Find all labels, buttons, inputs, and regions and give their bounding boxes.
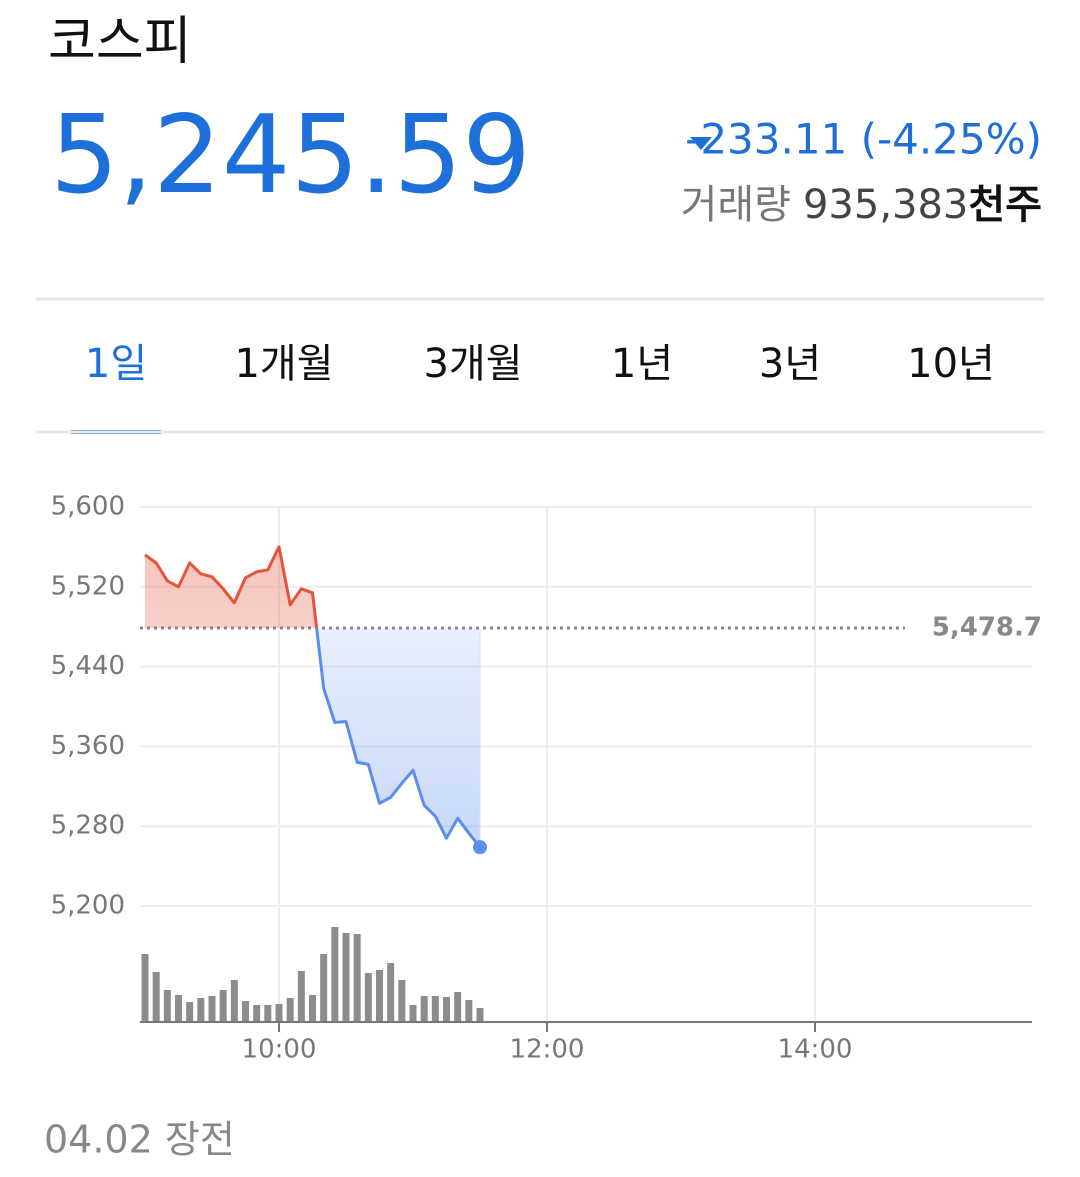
volume-bar (230, 980, 238, 1022)
tabs: 1일 1개월 3개월 1년 3년 10년 (71, 341, 995, 434)
y-tick-label: 5,440 (51, 651, 125, 681)
volume-bar (186, 1002, 194, 1022)
y-tick-label: 5,360 (51, 731, 125, 761)
tab[interactable]: 1개월 (234, 341, 333, 387)
volume-bar (476, 1008, 484, 1022)
area-down (145, 627, 480, 848)
volume-bar (443, 997, 450, 1022)
tab[interactable]: 1년 (611, 341, 673, 387)
x-tick-label: 10:00 (242, 1035, 317, 1065)
volume-bar (264, 1005, 272, 1022)
date: 04.02 장전 (44, 1118, 235, 1162)
baseline-label: 5,478.7 (932, 612, 1042, 642)
last-point (473, 840, 487, 855)
volume-bar (454, 992, 462, 1022)
volume-bar (331, 927, 339, 1022)
volume-bar (387, 963, 395, 1022)
volume-bar (275, 1004, 283, 1022)
volume-bar (409, 1005, 417, 1022)
volume-bar (286, 998, 294, 1022)
title: 코스피 (48, 12, 192, 72)
y-tick-label: 5,520 (51, 571, 125, 601)
volume-bar (398, 980, 406, 1022)
volume-bar (152, 972, 160, 1022)
down-arrow (690, 137, 712, 150)
volume-bar (253, 1005, 261, 1022)
volume-value: 935,383 (803, 182, 968, 228)
volume-bar (465, 1000, 473, 1022)
y-tick-label: 5,280 (51, 811, 125, 841)
change: -233.11 (-4.25%) (685, 115, 1042, 164)
volume-bar (353, 934, 361, 1022)
tab[interactable]: 3개월 (423, 341, 522, 387)
volume-bar (141, 954, 149, 1022)
x-tick-label: 12:00 (510, 1035, 585, 1065)
volume-bar (342, 933, 350, 1022)
volume-bar (309, 995, 316, 1022)
volume-bar (420, 996, 428, 1022)
chart: 5,200 5,280 5,360 5,440 5,520 5,600 10:00 12:00… (51, 492, 1042, 1065)
volume-unit: 천주 (968, 182, 1042, 228)
volume-bar (364, 973, 372, 1022)
volume-bar (297, 971, 305, 1022)
tab[interactable]: 1일 (85, 341, 147, 387)
tab[interactable]: 10년 (907, 341, 995, 387)
price: 5,245.59 (50, 93, 531, 218)
volume-bar (219, 990, 227, 1022)
tab[interactable]: 3년 (759, 341, 821, 387)
price-line (144, 545, 482, 849)
volume-bar (197, 998, 205, 1022)
volume-bar (242, 1001, 249, 1022)
x-tick-label: 14:00 (778, 1035, 853, 1065)
volume-bar (208, 996, 216, 1022)
volume-bar (431, 996, 439, 1022)
volume-bar (320, 954, 328, 1022)
volume-bar (175, 995, 182, 1022)
volume-bar (376, 970, 383, 1022)
volume-label: 거래량 (681, 182, 791, 228)
volume-row: 거래량 935,383천주 (681, 182, 1042, 228)
y-tick-label: 5,200 (51, 891, 125, 921)
volume-bar (163, 990, 171, 1022)
y-tick-label: 5,600 (51, 492, 125, 522)
